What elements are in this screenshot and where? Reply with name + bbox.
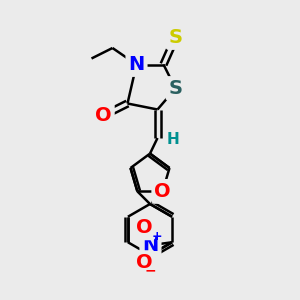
- Text: −: −: [145, 263, 156, 277]
- Text: S: S: [169, 79, 182, 98]
- Text: +: +: [152, 230, 162, 243]
- Text: H: H: [166, 132, 179, 147]
- Text: N: N: [142, 236, 159, 255]
- Text: N: N: [128, 55, 145, 74]
- Text: O: O: [154, 182, 171, 201]
- Text: O: O: [136, 253, 152, 272]
- Text: S: S: [169, 28, 182, 47]
- Text: O: O: [136, 218, 152, 237]
- Text: O: O: [95, 106, 112, 125]
